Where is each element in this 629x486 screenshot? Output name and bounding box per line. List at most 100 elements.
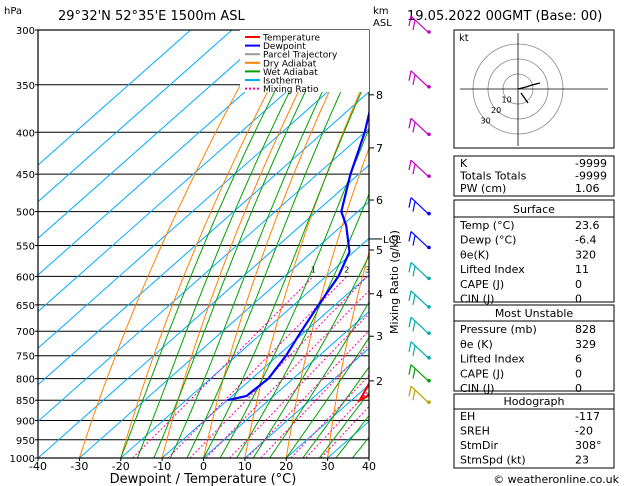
axes: 3003504004505005506006507007508008509009… [10,26,376,473]
wet-adiabat-line [302,366,369,458]
pressure-tick-label: 650 [16,301,35,312]
table-value: 329 [575,338,596,351]
dry-adiabat-line [78,30,271,458]
wet-adiabat-line [318,391,369,458]
table-label: CIN (J) [460,382,494,395]
asl-label: ASL [373,18,392,29]
wind-barb-dot [427,84,431,89]
wind-barb-staff [410,385,429,403]
wind-barb-flag [412,122,416,133]
hodograph-table-title: Hodograph [504,395,565,408]
wind-barb-flag [412,294,416,305]
table-label: K [460,157,468,170]
table-label: Lifted Index [460,353,525,366]
table-label: Lifted Index [460,263,525,276]
table-label: Dewp (°C) [460,234,516,247]
table-value: -9999 [575,170,607,183]
km-axis: 8 7 6 5 4 3 2 LCL [369,89,402,388]
most-unstable-box [453,304,615,392]
wind-barb-dot [427,276,431,281]
indices-tables: K -9999 Totals Totals -9999 PW (cm) 1.06 Surfa… [453,155,615,469]
wet-adiabat-line [136,30,322,458]
wet-adiabat-line [219,127,369,458]
wind-barb-flag [408,262,412,273]
wind-barb-dot [427,355,431,360]
wind-barb-staff [410,159,429,177]
wind-barb-flag [408,364,412,375]
temperature-tick-label: 20 [279,460,293,473]
isotherm-line [38,164,369,458]
wind-barb-dot [427,331,431,336]
pressure-tick-label: 300 [16,26,35,37]
temperature-tick-label: 30 [321,460,335,473]
table-value: 308° [575,439,602,452]
km-tick-label: 6 [376,194,383,207]
hodograph-trace [517,82,541,90]
isotherm-line [38,30,233,203]
wind-barb-flag [412,19,416,31]
table-value: 828 [575,323,596,336]
table-value: 0 [575,367,582,380]
x-axis-title: Dewpoint / Temperature (°C) [110,472,297,486]
mixing-ratio-title: Mixing Ratio (g/kg) [388,230,401,334]
wind-barb-staff [410,364,429,382]
table-label: PW (cm) [460,182,506,195]
hodograph-storm-vector [520,92,529,104]
wind-barb-staff [410,197,429,215]
temperature-tick-label: -20 [112,460,130,473]
wind-barbs [408,15,431,405]
hpa-label: hPa [4,6,22,17]
hodograph-ring-label: 20 [491,106,501,115]
legend-label: Temperature [262,34,320,44]
wind-barb-staff [410,15,429,33]
wind-barb-flag [408,317,412,328]
table-value: 23.6 [575,219,600,232]
mixing-ratio-line [205,289,369,458]
wind-barb-dot [427,174,431,178]
isotherm-line [203,310,369,458]
table-value: 23 [575,454,589,467]
wind-barb-staff [410,70,429,88]
legend-label: Mixing Ratio [263,85,319,95]
table-value: 1.06 [575,182,600,195]
dry-adiabat-line [161,30,330,458]
temperature-tick-label: -10 [153,460,171,473]
km-tick-label: 4 [376,288,383,301]
wind-barb-flag [408,231,412,242]
wind-barb-flag [412,390,416,401]
wet-adiabat-line [252,254,369,458]
wind-barb-flag [408,290,412,301]
temperature-tick-label: -40 [29,460,47,473]
indices-box [453,155,615,197]
pressure-tick-label: 900 [16,417,35,428]
wind-barb-flag [408,341,412,352]
table-value: 11 [575,263,589,276]
table-value: -117 [575,410,600,423]
dry-adiabat-line [120,30,300,458]
wet-adiabat-line [269,301,369,458]
most-unstable-title: Most Unstable [495,307,574,320]
isotherm-line [244,347,369,458]
wind-barb-dot [427,132,431,137]
wind-barb-flag [412,345,416,356]
wind-barb-flag [408,70,412,81]
isotherm-line [38,127,369,423]
surface-title: Surface [513,203,555,216]
table-label: Totals Totals [459,170,527,183]
wind-barb-flag [412,235,416,246]
mixing-ratio-line [305,389,369,458]
isotherm-line [38,30,274,239]
hodograph-ring-label: 30 [481,117,491,126]
hodograph-ring-label: 10 [502,96,512,105]
mixing-ratio-line [246,330,369,458]
pressure-tick-label: 500 [16,208,35,219]
wind-barb-flag [408,160,412,171]
mixing-ratio-label: 1 [311,265,316,274]
wind-barb-staff [410,261,429,279]
wind-barb-flag [408,15,412,27]
isotherm-line [38,30,357,313]
pressure-tick-label: 1000 [10,454,35,465]
mixing-ratio-line [320,405,369,458]
